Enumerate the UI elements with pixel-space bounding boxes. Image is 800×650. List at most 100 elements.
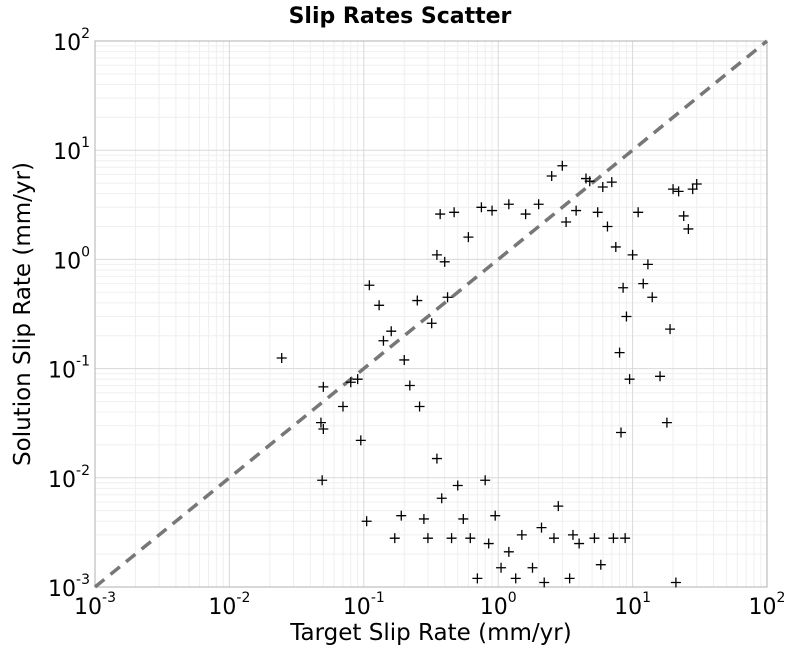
x-tick-label: 102 [749,590,786,620]
scatter-point [561,217,572,228]
y-tick-labels: 10-3 10-2 10-1 100 101 102 [48,26,90,602]
scatter-point [655,371,666,382]
scatter-point [571,205,582,216]
scatter-point [683,223,694,234]
scatter-point [439,256,450,267]
scatter-point [352,374,363,385]
scatter-point [436,493,447,504]
scatter-point [317,475,328,486]
scatter-point [374,300,385,311]
scatter-point [546,171,557,182]
scatter-point [490,510,501,521]
scatter-point [389,533,400,544]
scatter-point [673,186,684,197]
scatter-point [548,533,559,544]
scatter-point [458,513,469,524]
grid-lines [94,40,768,588]
scatter-point [691,179,702,190]
y-tick-label: 10-3 [48,572,90,602]
scatter-point [510,573,521,584]
y-tick-label: 10-1 [48,354,90,384]
scatter-point [567,529,578,540]
scatter-point [503,199,514,210]
scatter-point [422,533,433,544]
scatter-point [597,182,608,193]
scatter-point [564,573,575,584]
scatter-point [435,209,446,220]
scatter-point [418,513,429,524]
scatter-point [472,573,483,584]
scatter-point [661,417,672,428]
scatter-point [647,292,658,303]
scatter-point [355,435,366,446]
scatter-point [452,480,463,491]
scatter-point [602,221,613,232]
scatter-point [610,241,621,252]
scatter-points [276,160,702,588]
scatter-point [620,533,631,544]
scatter-point [446,533,457,544]
scatter-point [614,347,625,358]
scatter-point [627,249,638,260]
x-tick-label: 10-1 [343,590,385,620]
scatter-point [463,232,474,243]
scatter-point [414,401,425,412]
y-tick-label: 101 [53,135,90,165]
scatter-point [449,207,460,218]
scatter-point [386,326,397,337]
plot-frame [94,40,768,588]
scatter-point [431,249,442,260]
scatter-point [638,278,649,289]
scatter-point [503,546,514,557]
scatter-point [668,184,679,195]
scatter-point [642,259,653,270]
x-tick-label: 100 [480,590,517,620]
scatter-point [536,522,547,533]
scatter-point [496,562,507,573]
scatter-point [527,562,538,573]
scatter-point [364,280,375,291]
scatter-point [553,501,564,512]
chart-title: Slip Rates Scatter [289,4,512,29]
scatter-point [592,207,603,218]
scatter-point [618,282,629,293]
scatter-point [687,184,698,195]
x-tick-label: 10-2 [208,590,250,620]
scatter-point [487,205,498,216]
scatter-point [412,295,423,306]
scatter-point [670,577,681,588]
scatter-point [633,207,644,218]
scatter-point [608,533,619,544]
scatter-point [431,453,442,464]
scatter-point [345,377,356,388]
scatter-point [399,354,410,365]
scatter-point [665,324,676,335]
scatter-point [361,516,372,527]
scatter-point [606,177,617,188]
scatter-point [378,335,389,346]
y-tick-label: 102 [53,26,90,56]
y-tick-label: 10-2 [48,463,90,493]
scatter-point [621,311,632,322]
scatter-point [584,176,595,187]
scatter-point [483,538,494,549]
scatter-point [616,427,627,438]
scatter-point [404,380,415,391]
scatter-point [533,199,544,210]
scatter-point [318,381,329,392]
scatter-point [678,210,689,221]
scatter-point [426,318,437,329]
y-axis-label: Solution Slip Rate (mm/yr) [10,162,36,466]
x-tick-label: 10-3 [74,590,116,620]
scatter-point [557,160,568,171]
scatter-point [318,423,329,434]
x-tick-label: 101 [614,590,651,620]
scatter-point [589,533,600,544]
scatter-point [574,538,585,549]
x-axis-label: Target Slip Rate (mm/yr) [289,620,571,646]
y-tick-label: 100 [53,244,90,274]
scatter-point [539,577,550,588]
scatter-point [480,475,491,486]
scatter-point [520,209,531,220]
